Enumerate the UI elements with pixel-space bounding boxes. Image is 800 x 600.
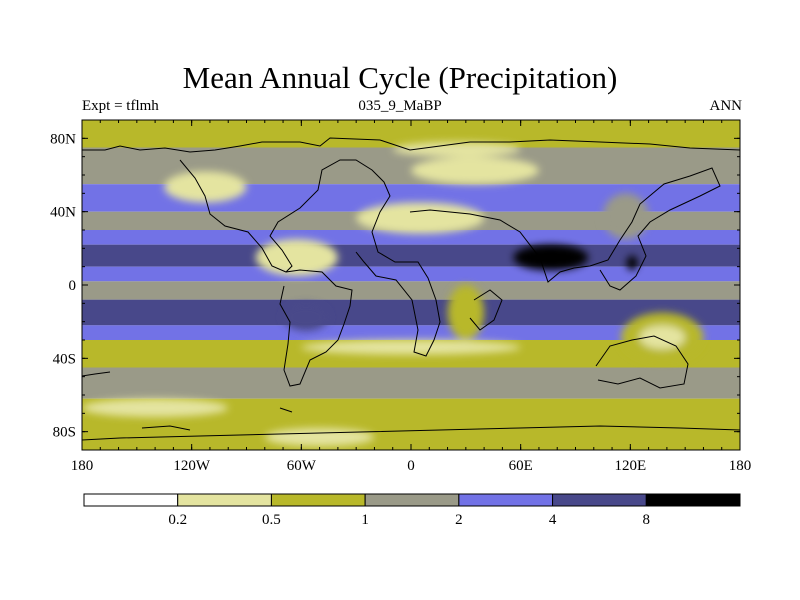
colorbar-label: 0.2 xyxy=(168,512,187,528)
subtitle-season: ANN xyxy=(709,98,743,114)
colorbar-swatch-0 xyxy=(83,493,179,507)
colorbar-swatch-5 xyxy=(552,493,647,507)
lon-tick-label: 180 xyxy=(71,458,94,474)
colorbar: 0.2 0.5 1 2 4 8 xyxy=(83,493,741,528)
colorbar-swatch-2 xyxy=(270,493,366,507)
precip-band-12 xyxy=(82,398,740,423)
colorbar-label: 1 xyxy=(361,512,369,528)
lon-tick-label: 60W xyxy=(287,458,317,474)
lon-tick-label: 120E xyxy=(614,458,646,474)
precip-patch-14 xyxy=(264,428,375,447)
precip-band-9 xyxy=(82,325,740,340)
precip-patch-0 xyxy=(513,244,589,271)
precip-band-11 xyxy=(82,367,740,399)
subtitle-case: 035_9_MaBP xyxy=(358,98,442,114)
lat-tick-label: 40S xyxy=(53,351,76,367)
lon-tick-label: 0 xyxy=(407,458,415,474)
precipitation-patches xyxy=(82,142,704,447)
plot-area xyxy=(82,120,740,450)
longitude-axis: 180 120W 60W 0 60E 120E 180 xyxy=(71,120,752,474)
colorbar-swatch-1 xyxy=(177,493,272,507)
colorbar-swatch-3 xyxy=(364,493,460,507)
colorbar-label: 8 xyxy=(643,512,651,528)
precip-band-6 xyxy=(82,266,740,282)
colorbar-swatch-6 xyxy=(645,493,741,507)
chart-title: Mean Annual Cycle (Precipitation) xyxy=(182,60,618,95)
coastlines xyxy=(82,137,740,441)
precip-band-5 xyxy=(82,244,740,267)
precip-patch-17 xyxy=(639,325,686,350)
precip-patch-3 xyxy=(255,239,338,276)
precip-patch-5 xyxy=(356,202,485,234)
lon-tick-label: 120W xyxy=(173,458,211,474)
latitude-axis: 80N 40N 0 40S 80S xyxy=(50,119,740,451)
lon-tick-label: 180 xyxy=(729,458,752,474)
precip-patch-15 xyxy=(602,193,649,240)
lat-tick-label: 80N xyxy=(50,131,76,147)
precipitation-bands xyxy=(82,120,740,450)
lat-tick-label: 0 xyxy=(69,278,77,294)
precip-patch-11 xyxy=(301,340,521,355)
colorbar-swatch-4 xyxy=(458,493,554,507)
precip-band-8 xyxy=(82,299,740,326)
precip-patch-1 xyxy=(626,255,638,271)
precip-patch-10 xyxy=(392,142,521,157)
precip-patch-9 xyxy=(411,156,539,185)
colorbar-label: 4 xyxy=(549,512,557,528)
precip-patch-19 xyxy=(283,303,329,331)
lat-tick-label: 80S xyxy=(53,425,76,441)
lat-tick-label: 40N xyxy=(50,205,76,221)
precip-band-7 xyxy=(82,281,740,300)
precip-patch-18 xyxy=(447,285,485,340)
colorbar-label: 0.5 xyxy=(262,512,281,528)
subtitle-experiment: Expt = tflmh xyxy=(82,98,159,114)
precip-band-4 xyxy=(82,230,740,245)
precip-patch-13 xyxy=(82,398,229,418)
precip-patch-7 xyxy=(164,171,247,203)
colorbar-label: 2 xyxy=(455,512,463,528)
lon-tick-label: 60E xyxy=(509,458,533,474)
